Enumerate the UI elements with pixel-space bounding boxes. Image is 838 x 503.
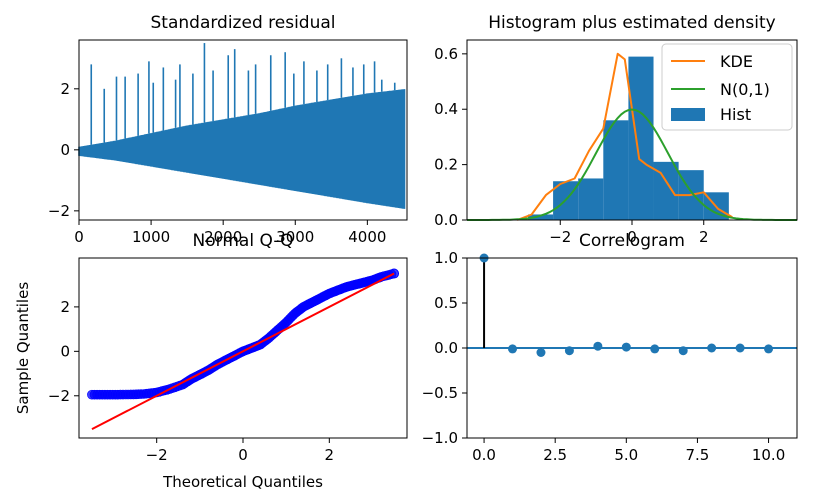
residual-series [78, 89, 406, 209]
y-ticks: −2 0 2 [48, 80, 79, 220]
qq-reference-line [91, 272, 395, 431]
x-tick-label: 0 [238, 446, 248, 464]
legend-normal-label: N(0,1) [720, 80, 770, 99]
legend-kde-label: KDE [720, 52, 753, 71]
x-tick-label: 0.0 [472, 446, 496, 464]
y-tick-label: −2 [48, 387, 70, 405]
normal-qq-panel: −2 0 2 −2 0 2 Theoretical Quantiles Sample Q… [14, 231, 408, 491]
axes-frame [78, 257, 408, 439]
x-tick-label: 1000 [132, 228, 170, 246]
y-tick-label: 0.2 [434, 156, 458, 174]
normal-density-line [467, 108, 797, 221]
y-tick-label: 0.4 [434, 100, 458, 118]
panel-title: Histogram plus estimated density [488, 13, 775, 33]
x-tick-label: 2000 [204, 228, 242, 246]
x-tick-label: 7.5 [686, 446, 710, 464]
y-tick-label: 0 [60, 342, 70, 360]
acf-marker [564, 346, 574, 356]
y-ticks: −1.0 −0.5 0.0 0.5 1.0 [422, 249, 467, 447]
y-tick-label: 0.0 [434, 211, 458, 229]
panel-title: Standardized residual [151, 13, 336, 33]
acf-marker [678, 346, 688, 356]
legend: KDE N(0,1) Hist [661, 43, 793, 131]
correlogram-panel: 0.0 2.5 5.0 7.5 10.0 −1.0 −0.5 0.0 0.5 1.0 Corre… [422, 231, 798, 464]
hist-bar [628, 56, 654, 220]
x-tick-label: −2 [146, 446, 168, 464]
legend-hist-swatch [671, 108, 705, 121]
x-tick-label: 5.0 [614, 446, 638, 464]
x-tick-label: 3000 [276, 228, 314, 246]
y-tick-label: 0.0 [434, 339, 458, 357]
x-tick-label: 0 [627, 228, 637, 246]
standardized-residual-panel: Standardized residual 0 1000 2000 3000 4000 … [48, 13, 408, 246]
plot-area [467, 52, 797, 221]
acf-marker [593, 341, 603, 351]
y-tick-label: −0.5 [422, 384, 458, 402]
x-tick-label: 2.5 [543, 446, 567, 464]
x-ticks: 0.0 2.5 5.0 7.5 10.0 [472, 438, 785, 464]
x-tick-label: 2 [699, 228, 709, 246]
panel-title: Correlogram [579, 231, 685, 251]
y-axis-label: Sample Quantiles [14, 282, 32, 414]
acf-marker [764, 344, 774, 354]
x-tick-label: 10.0 [752, 446, 785, 464]
y-tick-label: 1.0 [434, 249, 458, 267]
hist-bar [527, 214, 554, 220]
x-tick-label: 0 [74, 228, 84, 246]
y-tick-label: 0 [60, 141, 70, 159]
x-tick-label: 4000 [348, 228, 386, 246]
x-tick-label: −2 [549, 228, 571, 246]
x-ticks: −2 0 2 [549, 220, 709, 246]
legend-hist-label: Hist [720, 105, 751, 124]
y-tick-label: 2 [60, 80, 70, 98]
hist-bar [603, 120, 629, 220]
x-tick-label: 2 [325, 446, 335, 464]
axes-frame [78, 39, 408, 221]
y-tick-label: −1.0 [422, 429, 458, 447]
acf-marker [508, 344, 518, 354]
y-ticks: 0.0 0.2 0.4 0.6 [434, 45, 467, 229]
y-ticks: −2 0 2 [48, 298, 79, 405]
axes-frame [466, 257, 798, 439]
acf-marker [650, 344, 660, 354]
histogram-panel: Histogram plus estimated density −2 0 2 0.… [434, 13, 798, 246]
acf-marker [707, 343, 717, 353]
axes-frame [466, 39, 798, 221]
y-tick-label: 2 [60, 298, 70, 316]
panel-title: Normal Q-Q [193, 231, 294, 251]
acf-marker [735, 343, 745, 353]
y-tick-label: 0.5 [434, 294, 458, 312]
acf-marker [536, 348, 546, 357]
x-ticks: −2 0 2 [146, 438, 334, 464]
acf-marker [621, 342, 631, 352]
hist-bar [578, 178, 604, 220]
x-axis-label: Theoretical Quantiles [162, 473, 323, 491]
plot-area [78, 43, 406, 209]
plot-area [87, 268, 400, 431]
y-tick-label: −2 [48, 202, 70, 220]
y-tick-label: 0.6 [434, 45, 458, 63]
kde-line [516, 52, 733, 221]
plot-area [467, 253, 797, 357]
x-ticks: 0 1000 2000 3000 4000 [74, 220, 386, 246]
